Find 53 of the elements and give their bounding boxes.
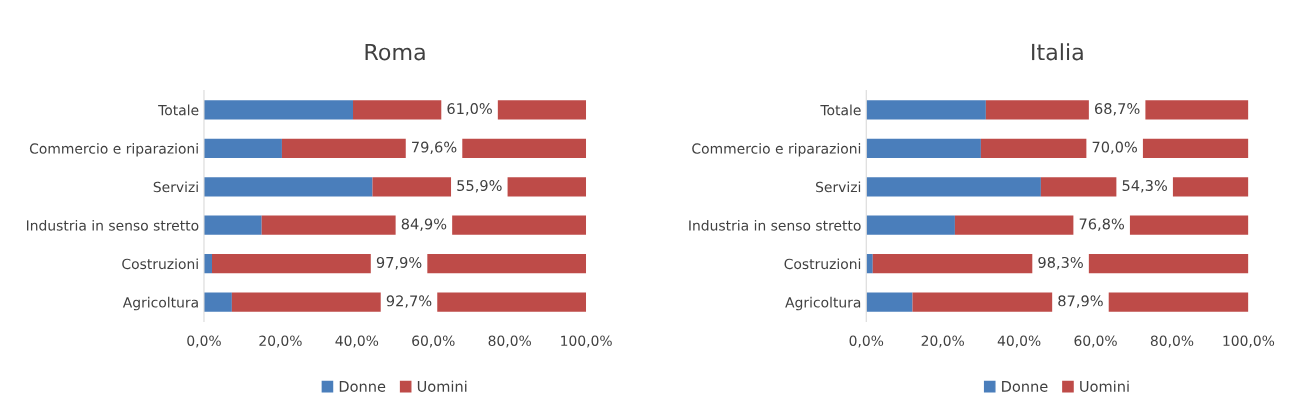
x-tick-label: 40,0% [997, 335, 1041, 348]
data-label: 92,7% [386, 295, 432, 308]
x-tick-label: 60,0% [1074, 335, 1117, 348]
bar [866, 138, 981, 158]
bar [203, 177, 373, 197]
bar [866, 215, 955, 235]
legend-label: Uomini [1080, 380, 1129, 392]
bar [203, 292, 232, 312]
bar [866, 292, 913, 312]
x-tick-label: 40,0% [335, 335, 379, 348]
y-tick-label: Commercio e riparazioni [29, 143, 198, 157]
x-tick-label: 100,0% [561, 335, 612, 348]
y-tick-label: Commercio e riparazioni [692, 143, 861, 157]
data-label: 70,0% [1092, 141, 1138, 155]
bar [203, 215, 262, 235]
y-tick-label: Agricoltura [122, 296, 198, 311]
y-tick-label: Totale [820, 104, 861, 116]
chart-title: Roma [365, 43, 425, 61]
y-tick-label: Costruzioni [122, 258, 198, 270]
data-label: 61,0% [447, 103, 492, 116]
x-tick-label: 0,0% [187, 335, 221, 348]
x-tick-label: 100,0% [1223, 335, 1275, 348]
x-tick-label: 0,0% [849, 335, 884, 348]
x-tick-label: 80,0% [488, 335, 531, 348]
x-tick-label: 60,0% [412, 335, 455, 348]
data-label: 54,3% [1122, 179, 1168, 193]
data-label: 84,9% [401, 218, 447, 231]
data-label: 79,6% [412, 141, 457, 155]
y-tick-label: Industria in senso stretto [689, 219, 861, 231]
y-tick-label: Industria in senso stretto [26, 219, 199, 231]
y-tick-label: Servizi [816, 181, 861, 193]
data-label: 98,3% [1038, 256, 1083, 270]
bar [866, 254, 873, 274]
data-label: 68,7% [1094, 103, 1140, 116]
x-tick-label: 80,0% [1150, 335, 1194, 348]
bar [866, 100, 986, 120]
bar [866, 177, 1041, 197]
data-label: 97,9% [376, 256, 422, 270]
data-label: 87,9% [1058, 295, 1103, 308]
x-tick-label: 20,0% [921, 335, 964, 348]
legend-label: Donne [1002, 381, 1048, 392]
chart-title: Italia [1032, 43, 1083, 61]
y-tick-label: Servizi [153, 181, 198, 193]
legend-label: Uomini [417, 380, 467, 392]
bar [203, 138, 282, 158]
y-tick-label: Agricoltura [785, 296, 861, 311]
y-tick-label: Totale [158, 104, 199, 116]
data-label: 76,8% [1079, 218, 1125, 231]
data-label: 55,9% [457, 179, 502, 193]
x-tick-label: 20,0% [259, 335, 302, 348]
y-tick-label: Costruzioni [784, 258, 861, 270]
bar [203, 100, 354, 120]
legend-label: Donne [339, 381, 386, 392]
